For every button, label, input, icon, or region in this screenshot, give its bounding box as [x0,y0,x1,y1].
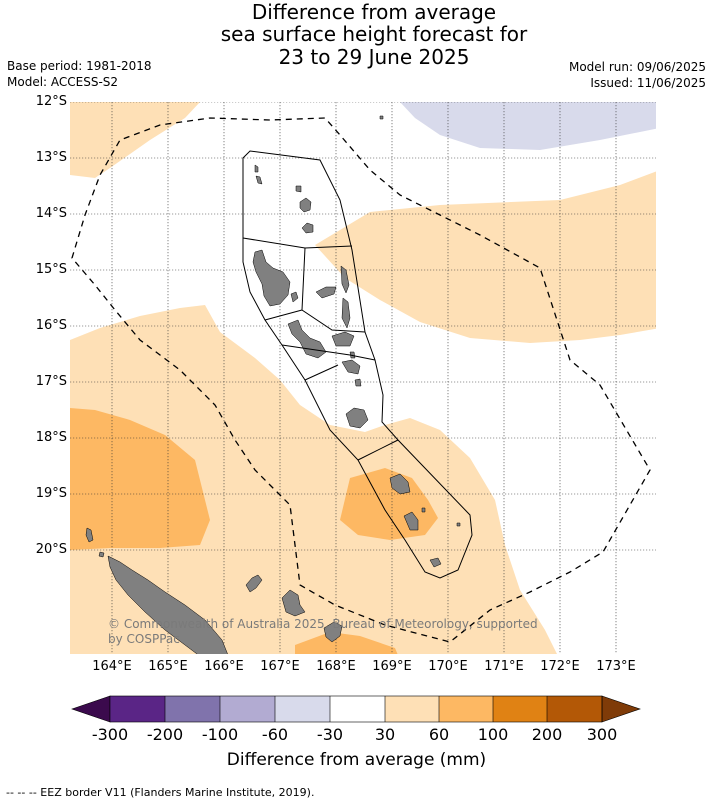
land-malekula [287,319,327,359]
colorbar-title: Difference from average (mm) [226,750,487,770]
colorbar-under-arrow [71,695,111,723]
lon-label-172e: 172°E [540,659,580,674]
lat-label-12s: 12°S [35,94,67,109]
land-new-caledonia [107,555,228,654]
land-malo [290,291,299,303]
graticule [70,102,656,654]
colorbar-bin-4 [275,696,330,722]
colorbar-bin-9 [547,696,602,722]
colorbar-bin-2 [165,696,220,722]
lat-label-14s: 14°S [35,206,67,221]
lon-label-169e: 169°E [372,659,412,674]
issued-date: Issued: 11/06/2025 [590,76,706,90]
colorbar [71,695,641,723]
anomaly-zone-top-left [70,102,200,178]
land-ambrym [331,331,355,347]
title-line-2: sea surface height forecast for [220,22,528,46]
land-gaua [299,197,312,213]
lat-label-16s: 16°S [35,318,67,333]
land-tanna [403,511,419,531]
lat-label-19s: 19°S [35,486,67,501]
colorbar-over-arrow [601,695,641,723]
model-run: Model run: 09/06/2025 [568,60,706,74]
land-islet-north-east [379,115,384,120]
lat-label-17s: 17°S [35,374,67,389]
title-line-3: 23 to 29 June 2025 [278,45,470,69]
land-pentecost [341,297,351,329]
eez-border [71,117,651,643]
eez-footnote: -- -- -- EEZ border V11 (Flanders Marine… [6,786,315,799]
land-ambae [315,286,337,299]
lat-label-18s: 18°S [35,430,67,445]
land-shepherd-islands [354,378,362,387]
land-maewo [340,265,350,294]
title-line-1: Difference from average [251,0,497,24]
colorbar-label-minus-300: -300 [91,725,129,744]
land-islet-nc-north [98,551,105,558]
colorbar-label-minus-30: -30 [316,725,344,744]
lon-label-165e: 165°E [148,659,188,674]
colorbar-label-minus-200: -200 [146,725,184,744]
lat-label-20s: 20°S [35,542,67,557]
land-epi [341,359,361,375]
lon-label-173e: 173°E [596,659,636,674]
lat-label-13s: 13°S [35,150,67,165]
colorbar-label-minus-60: -60 [261,725,289,744]
colorbar-bin-8 [493,696,547,722]
land-loyalty-island-2 [281,589,306,617]
anomaly-zone-negative [400,102,656,150]
lon-label-166e: 166°E [204,659,244,674]
lat-label-15s: 15°S [35,262,67,277]
lon-label-168e: 168°E [316,659,356,674]
anomaly-zone-south [70,305,557,654]
colorbar-bin-3 [220,696,275,722]
land-futuna [456,522,461,527]
land-loyalty-island-3 [323,621,343,643]
land-aniwa [421,507,426,513]
land-banks-island-2 [295,185,302,193]
lon-label-170e: 170°E [428,659,468,674]
archipelago-boundary [242,150,473,579]
colorbar-bin-6 [385,696,439,722]
land-erromango [389,473,411,495]
land-loyalty-island-1 [245,574,263,593]
anomaly-zone-bottom [295,632,398,654]
base-period: Base period: 1981-2018 [7,59,152,73]
colorbar-label-minus-100: -100 [201,725,239,744]
land-efate [345,407,369,429]
lon-label-164e: 164°E [92,659,132,674]
colorbar-bin-1 [110,696,165,722]
colorbar-bin-7 [439,696,493,722]
colorbar-label-30: 30 [374,725,396,744]
lon-label-167e: 167°E [260,659,300,674]
land-banks-island-1 [255,175,263,185]
anomaly-zone-east [315,171,656,343]
land-islet-west [85,527,94,543]
copyright-credit: © Commonwealth of Australia 2025, Bureau… [108,617,538,646]
colorbar-label-60: 60 [428,725,450,744]
colorbar-label-100: 100 [477,725,509,744]
land-espiritu-santo [252,249,291,307]
land-vanua-lava [301,222,314,234]
anomaly-zone-west-strong [70,408,210,550]
colorbar-label-300: 300 [586,725,618,744]
model-name: Model: ACCESS-S2 [7,75,119,89]
colorbar-label-200: 200 [531,725,563,744]
lon-label-171e: 171°E [484,659,524,674]
land-aneityum [429,557,442,568]
colorbar-bin-5 [330,696,385,722]
land-torres-island [254,164,259,173]
